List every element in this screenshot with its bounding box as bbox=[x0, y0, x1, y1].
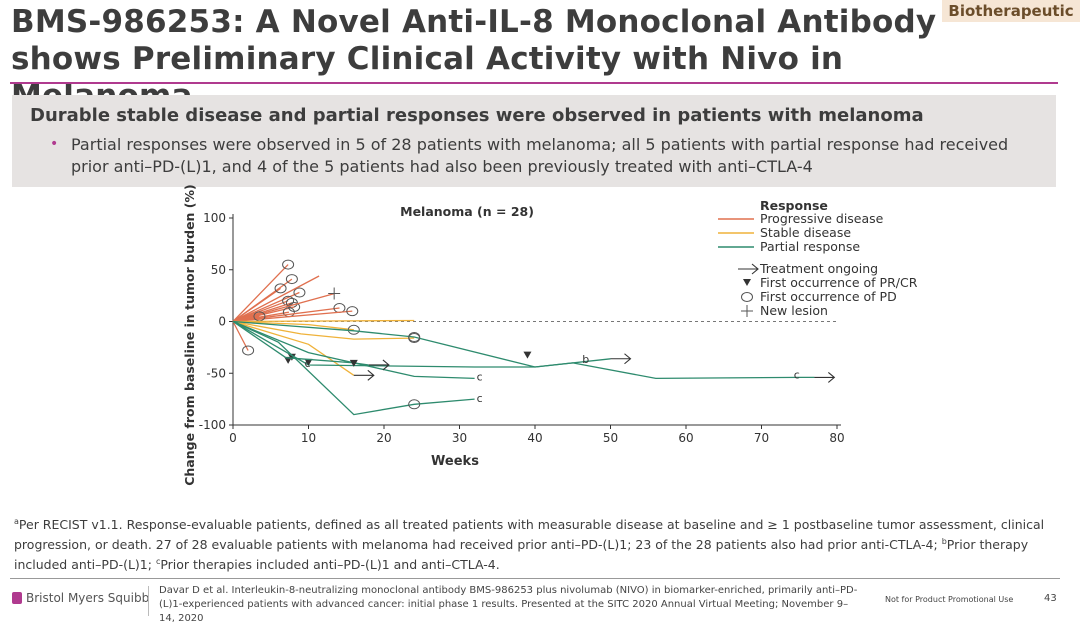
pd-circle-marker bbox=[293, 287, 306, 298]
footnote: aPer RECIST v1.1. Response-evaluable pat… bbox=[14, 513, 1064, 573]
x-tick-label: 30 bbox=[452, 431, 467, 445]
pd-circle-marker bbox=[282, 259, 295, 270]
disclaimer: Not for Product Promotional Use bbox=[885, 595, 1014, 604]
y-axis-label: Change from baseline in tumor burden (%) bbox=[182, 184, 197, 486]
series-line-progressive bbox=[232, 307, 340, 323]
x-tick-label: 40 bbox=[527, 431, 542, 445]
series-line-progressive bbox=[232, 264, 289, 322]
x-tick-label: 0 bbox=[229, 431, 237, 445]
pr-triangle-marker bbox=[743, 279, 751, 286]
footnote-a-text: Per RECIST v1.1. Response-evaluable pati… bbox=[14, 517, 1045, 553]
legend-marker-label: First occurrence of PD bbox=[760, 289, 897, 304]
y-tick-label: -100 bbox=[199, 418, 226, 432]
brand-mark-icon bbox=[12, 592, 22, 604]
x-tick-label: 50 bbox=[603, 431, 618, 445]
treatment-ongoing-arrow bbox=[814, 371, 836, 383]
citation: Davar D et al. Interleukin-8-neutralizin… bbox=[159, 585, 858, 624]
footnote-b-mark: b bbox=[941, 537, 947, 547]
title-divider bbox=[10, 82, 1058, 84]
series-line-progressive bbox=[232, 321, 249, 351]
summary-bullet: Partial responses were observed in 5 of … bbox=[71, 135, 1009, 176]
y-tick-label: -50 bbox=[206, 366, 226, 380]
pd-circle-marker bbox=[346, 306, 359, 317]
series-line-partial bbox=[232, 320, 475, 416]
x-axis-label: Weeks bbox=[431, 454, 479, 469]
x-tick-label: 80 bbox=[829, 431, 844, 445]
page-number: 43 bbox=[1044, 593, 1057, 604]
legend-marker-label: Treatment ongoing bbox=[759, 261, 878, 276]
series-line-progressive bbox=[232, 275, 320, 323]
pd-circle-marker bbox=[282, 295, 295, 306]
treatment-ongoing-arrow bbox=[610, 353, 632, 365]
treatment-ongoing-arrow bbox=[738, 263, 759, 275]
pr-triangle-marker bbox=[523, 351, 532, 359]
footnote-a-mark: a bbox=[14, 517, 19, 526]
series-line-progressive bbox=[232, 315, 260, 323]
pd-circle-marker bbox=[741, 292, 753, 302]
pr-triangle-marker bbox=[287, 353, 296, 361]
legend-marker-label: First occurrence of PR/CR bbox=[760, 275, 918, 290]
treatment-ongoing-arrow bbox=[368, 359, 390, 371]
pd-circle-marker bbox=[285, 274, 298, 285]
pr-triangle-marker bbox=[304, 358, 313, 366]
y-tick-label: 0 bbox=[218, 315, 226, 329]
series-footnote-label: c bbox=[477, 392, 483, 405]
treatment-ongoing-arrow bbox=[353, 369, 375, 381]
footnote-b-text: Prior therapy included anti–PD-(L)1; bbox=[14, 537, 1029, 573]
x-tick-label: 20 bbox=[376, 431, 391, 445]
pd-circle-marker bbox=[408, 399, 421, 410]
legend-label-stable: Stable disease bbox=[760, 225, 851, 240]
legend-label-progressive: Progressive disease bbox=[760, 211, 884, 226]
series-footnote-label: c bbox=[477, 370, 483, 383]
series-line-stable bbox=[232, 320, 354, 331]
slide-title: BMS-986253: A Novel Anti-IL-8 Monoclonal… bbox=[11, 4, 937, 114]
legend-title: Response bbox=[760, 198, 828, 213]
pd-circle-marker bbox=[242, 345, 255, 356]
series-line-partial bbox=[232, 320, 815, 380]
brand-logo: Bristol Myers Squibb bbox=[12, 591, 149, 605]
footer-separator bbox=[148, 586, 149, 616]
series-line-progressive bbox=[232, 292, 335, 323]
y-tick-label: 100 bbox=[203, 211, 226, 225]
summary-box: Durable stable disease and partial respo… bbox=[12, 95, 1056, 187]
x-tick-label: 70 bbox=[754, 431, 769, 445]
series-footnote-label: c bbox=[794, 368, 800, 381]
category-tag: Biotherapeutic bbox=[942, 0, 1080, 22]
footer-divider bbox=[10, 578, 1060, 579]
footnote-c-mark: c bbox=[155, 557, 161, 567]
footnote-c-text: Prior therapies included anti–PD-(L)1 an… bbox=[160, 557, 500, 573]
pd-circle-marker bbox=[408, 332, 421, 343]
summary-heading: Durable stable disease and partial respo… bbox=[30, 105, 924, 126]
series-line-partial bbox=[232, 320, 475, 380]
series-footnote-label: c bbox=[304, 357, 310, 370]
bullet-icon: • bbox=[50, 136, 59, 152]
x-tick-label: 60 bbox=[678, 431, 693, 445]
new-lesion-plus-marker bbox=[741, 305, 753, 317]
chart-title: Melanoma (n = 28) bbox=[400, 204, 534, 219]
series-line-partial bbox=[232, 320, 369, 366]
series-line-stable bbox=[232, 320, 415, 340]
series-line-progressive bbox=[232, 310, 353, 323]
legend-label-partial: Partial response bbox=[760, 239, 860, 254]
pd-circle-marker bbox=[274, 283, 287, 294]
pr-triangle-marker bbox=[349, 359, 358, 367]
brand-name: Bristol Myers Squibb bbox=[26, 591, 150, 605]
new-lesion-plus-marker bbox=[328, 287, 341, 300]
series-line-progressive bbox=[232, 287, 281, 323]
series-line-stable bbox=[232, 319, 415, 323]
legend-marker-label: New lesion bbox=[760, 303, 828, 318]
y-tick-label: 50 bbox=[211, 263, 226, 277]
series-footnote-label: b bbox=[582, 353, 589, 366]
x-tick-label: 10 bbox=[301, 431, 316, 445]
